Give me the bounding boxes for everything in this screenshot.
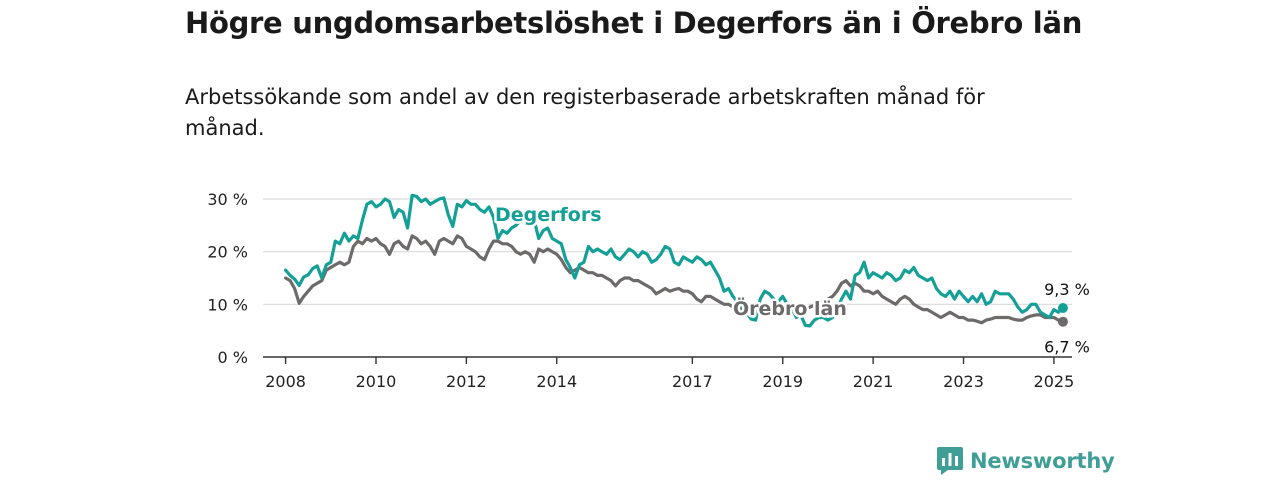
x-tick-label: 2017 <box>672 372 713 391</box>
chart-title: Högre ungdomsarbetslöshet i Degerfors än… <box>185 6 1083 40</box>
newsworthy-brand: Newsworthy <box>937 447 1115 475</box>
brand-name: Newsworthy <box>970 449 1115 473</box>
series-endpoint-degerfors <box>1057 303 1068 314</box>
y-tick-label: 20 % <box>207 243 248 262</box>
x-tick-label: 2012 <box>446 372 487 391</box>
newsworthy-logo-icon <box>937 447 963 475</box>
series-label-halo: Degerfors <box>495 204 602 226</box>
x-tick-label: 2023 <box>943 372 984 391</box>
x-tick-label: 2010 <box>356 372 397 391</box>
x-tick-label: 2008 <box>265 372 306 391</box>
grid-lines <box>263 198 1072 358</box>
end-value-label-degerfors: 9,3 % <box>1044 280 1090 299</box>
x-tick-label: 2025 <box>1034 372 1075 391</box>
series-label-orebro-lan: Örebro län <box>733 296 847 320</box>
chart-subtitle: Arbetssökande som andel av den registerb… <box>185 85 985 140</box>
series-endpoint-orebro-lan <box>1057 316 1068 327</box>
series-label-halo: Örebro län <box>733 296 847 320</box>
end-value-label-orebro-lan: 6,7 % <box>1044 338 1090 357</box>
y-axis-ticks: 0 % 10 % 20 % 30 % <box>207 190 248 367</box>
series-label-degerfors: Degerfors <box>495 204 602 226</box>
series-lines <box>284 193 1068 328</box>
series-line-degerfors <box>284 193 1065 328</box>
x-axis-ticks: 2008 2010 2012 2014 2017 2019 2021 2023 2025 <box>265 357 1074 391</box>
series-line-orebro-lan <box>284 234 1065 325</box>
x-tick-label: 2014 <box>536 372 577 391</box>
y-tick-label: 0 % <box>218 348 248 367</box>
y-tick-label: 10 % <box>207 295 248 314</box>
x-tick-label: 2019 <box>762 372 803 391</box>
y-tick-label: 30 % <box>207 190 248 209</box>
x-tick-label: 2021 <box>853 372 894 391</box>
